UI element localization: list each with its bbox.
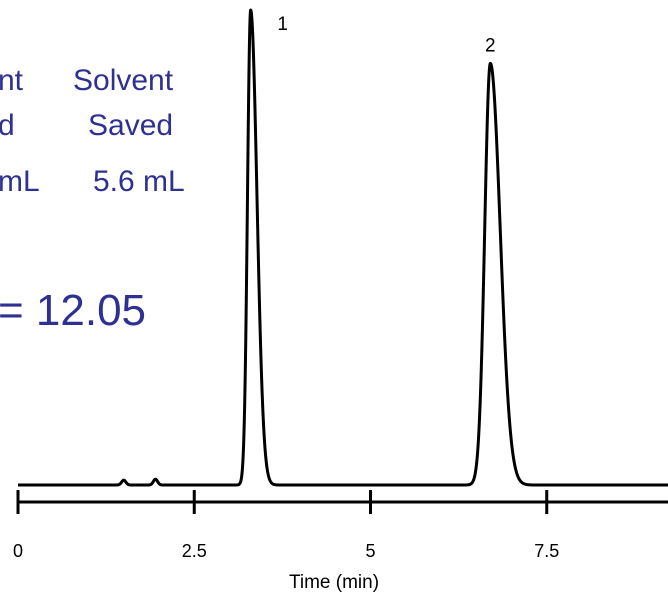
x-tick-label: 2.5 <box>182 541 207 561</box>
x-tick-label: 0 <box>13 541 23 561</box>
col1-line1: nt <box>0 64 24 97</box>
peak-label-2: 2 <box>485 35 496 56</box>
x-axis-title: Time (min) <box>289 572 379 593</box>
peak-labels: 12 <box>277 14 495 56</box>
col2-line2: Saved <box>88 109 174 142</box>
peak-label-1: 1 <box>277 14 288 35</box>
resolution-value: = 12.05 <box>0 286 147 335</box>
col1-line2: d <box>0 109 15 142</box>
trace-group <box>16 8 668 487</box>
x-tick-label: 5 <box>365 541 375 561</box>
chromatogram-trace <box>16 8 668 487</box>
col1-line3: mL <box>0 165 40 198</box>
x-tick-label: 7.5 <box>534 541 559 561</box>
col2-line3: 5.6 mL <box>93 165 185 198</box>
x-axis: 0 2.5 5 7.5 <box>13 490 668 561</box>
col2-line1: Solvent <box>73 64 174 97</box>
